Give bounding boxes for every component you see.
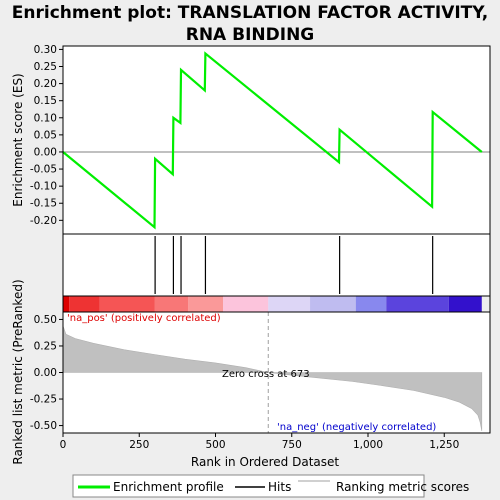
es-y-tick-label: -0.20 (30, 215, 57, 227)
metric-y-tick-label: 0.25 (34, 340, 57, 352)
legend-metric-label: Ranking metric scores (336, 480, 469, 494)
legend-hits-label: Hits (268, 480, 291, 494)
metric-y-tick-label: 0.00 (34, 367, 57, 379)
color-bar-segment (268, 296, 310, 312)
zero-cross-label: Zero cross at 673 (222, 369, 310, 380)
es-y-tick-label: 0.30 (34, 44, 57, 56)
es-y-axis-label: Enrichment score (ES) (11, 73, 25, 206)
es-y-tick-label: -0.10 (30, 181, 57, 193)
metric-y-tick-label: -0.50 (30, 420, 57, 432)
x-tick-label: 0 (60, 439, 67, 451)
color-bar-segment (69, 296, 100, 312)
hits-panel (63, 234, 490, 296)
es-y-tick-label: 0.05 (34, 129, 57, 141)
x-tick-label: 250 (129, 439, 149, 451)
metric-y-tick-label: 0.50 (34, 314, 57, 326)
color-bar-segment (223, 296, 268, 312)
negative-correlation-label: 'na_neg' (negatively correlated) (277, 422, 436, 433)
x-tick-label: 1,000 (353, 439, 383, 451)
color-bar-segment (386, 296, 449, 312)
x-tick-label: 1,250 (429, 439, 459, 451)
color-bar-segment (449, 296, 482, 312)
color-bar-segment (310, 296, 356, 312)
chart-title-line-2: RNA BINDING (186, 25, 315, 45)
x-axis-label: Rank in Ordered Dataset (191, 455, 339, 469)
es-y-tick-label: 0.25 (34, 61, 57, 73)
x-tick-label: 750 (282, 439, 302, 451)
x-tick-label: 500 (205, 439, 225, 451)
es-y-tick-label: -0.15 (30, 198, 57, 210)
rank-color-bar (63, 296, 482, 312)
color-bar-segment (155, 296, 189, 312)
color-bar-segment (63, 296, 69, 312)
legend-enrichment-label: Enrichment profile (113, 480, 224, 494)
metric-y-axis-label: Ranked list metric (PreRanked) (11, 279, 25, 464)
color-bar-segment (356, 296, 387, 312)
color-bar-segment (188, 296, 223, 312)
es-y-tick-label: 0.20 (34, 78, 57, 90)
es-y-tick-label: 0.00 (34, 146, 57, 158)
metric-y-tick-label: -0.25 (30, 394, 57, 406)
es-y-tick-label: 0.15 (34, 95, 57, 107)
chart-title-line-1: Enrichment plot: TRANSLATION FACTOR ACTI… (12, 3, 488, 23)
color-bar-segment (100, 296, 155, 312)
es-y-tick-label: -0.05 (30, 164, 57, 176)
es-y-tick-label: 0.10 (34, 112, 57, 124)
positive-correlation-label: 'na_pos' (positively correlated) (67, 313, 221, 324)
